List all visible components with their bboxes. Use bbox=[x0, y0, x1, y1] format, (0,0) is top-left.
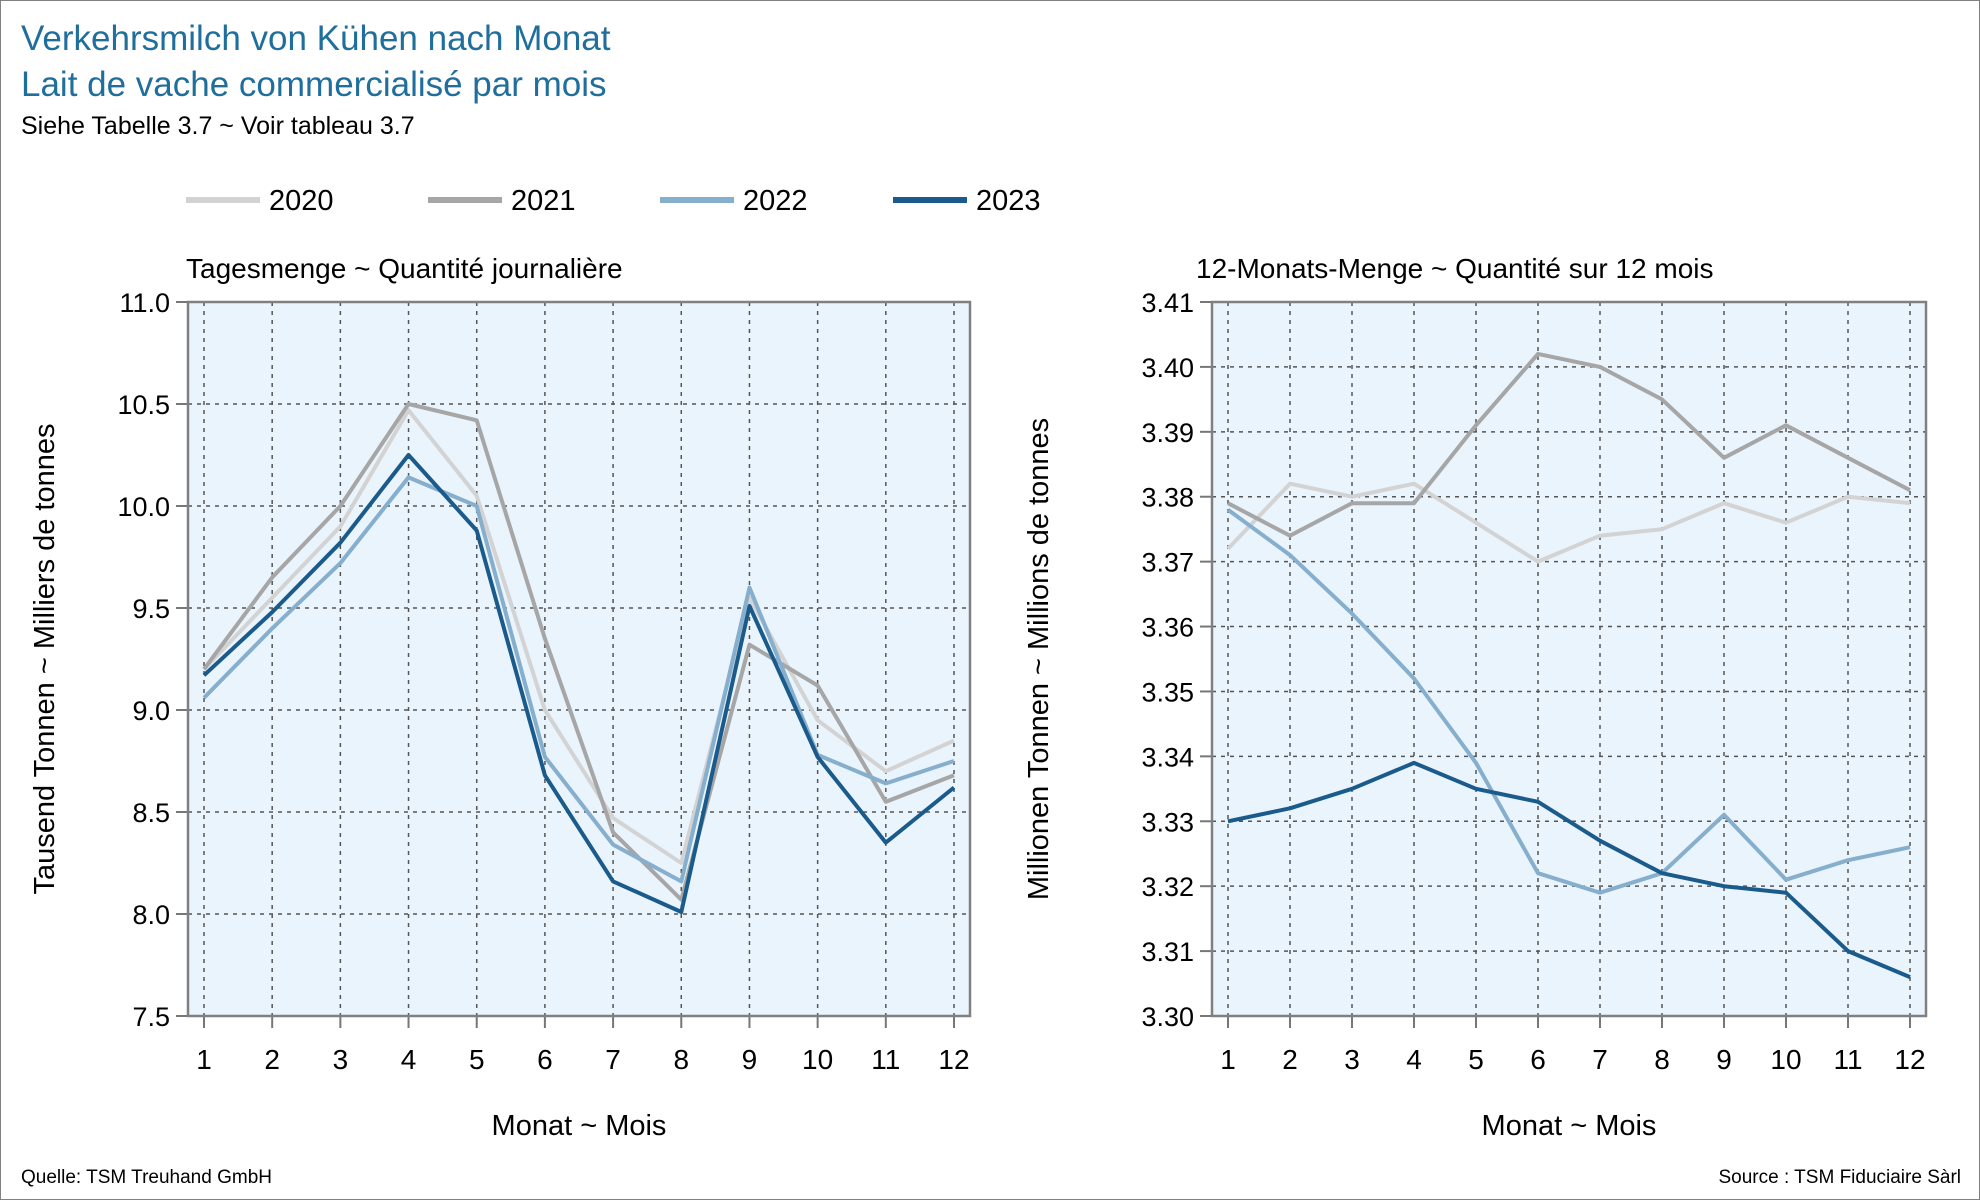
y-tick-label: 3.39 bbox=[1141, 418, 1194, 448]
panel-1-title: Tagesmenge ~ Quantité journalière bbox=[186, 253, 623, 284]
y-tick-label: 3.40 bbox=[1141, 353, 1194, 383]
y-tick-label: 3.33 bbox=[1141, 807, 1194, 837]
x-tick-label: 10 bbox=[1770, 1044, 1801, 1075]
y-tick-label: 3.30 bbox=[1141, 1002, 1194, 1032]
legend-label-2021: 2021 bbox=[511, 185, 576, 217]
x-tick-label: 2 bbox=[264, 1044, 280, 1075]
series-line-2022 bbox=[202, 475, 955, 884]
series-line-2021 bbox=[1227, 351, 1911, 538]
y-tick-label: 10.0 bbox=[117, 492, 170, 522]
source-fr: Source : TSM Fiduciaire Sàrl bbox=[1718, 1167, 1961, 1188]
x-tick-label: 5 bbox=[1468, 1044, 1484, 1075]
panel-1-border bbox=[186, 300, 972, 1018]
y-tick-label: 3.34 bbox=[1141, 742, 1194, 772]
x-tick-label: 11 bbox=[1833, 1044, 1862, 1075]
source-de: Quelle: TSM Treuhand GmbH bbox=[21, 1167, 272, 1188]
x-tick-label: 12 bbox=[1894, 1044, 1925, 1075]
x-tick-label: 7 bbox=[1592, 1044, 1608, 1075]
y-tick-label: 9.5 bbox=[132, 594, 170, 624]
series-line-2023 bbox=[202, 453, 956, 914]
x-tick-label: 3 bbox=[1344, 1044, 1360, 1075]
chart-title-fr: Lait de vache commercialisé par mois bbox=[21, 65, 607, 104]
x-tick-label: 9 bbox=[742, 1044, 758, 1075]
series-line-2023 bbox=[1227, 760, 1911, 979]
x-tick-label: 5 bbox=[469, 1044, 485, 1075]
panel-2-title: 12-Monats-Menge ~ Quantité sur 12 mois bbox=[1196, 253, 1713, 284]
x-tick-label: 4 bbox=[1406, 1044, 1422, 1075]
panel-2-border bbox=[1210, 300, 1928, 1018]
x-tick-label: 1 bbox=[196, 1044, 212, 1075]
panel-2-x-axis-label: Monat ~ Mois bbox=[1482, 1110, 1657, 1142]
x-tick-label: 8 bbox=[1654, 1044, 1670, 1075]
series-line-2022 bbox=[1226, 508, 1911, 895]
chart-title-de: Verkehrsmilch von Kühen nach Monat bbox=[21, 19, 611, 58]
legend-label-2023: 2023 bbox=[976, 185, 1041, 217]
panel-1-background bbox=[188, 302, 970, 1016]
y-tick-label: 3.38 bbox=[1141, 483, 1194, 513]
x-tick-label: 8 bbox=[673, 1044, 689, 1075]
y-tick-label: 10.5 bbox=[117, 390, 170, 420]
chart-subtitle: Siehe Tabelle 3.7 ~ Voir tableau 3.7 bbox=[21, 112, 415, 140]
y-tick-label: 3.37 bbox=[1141, 548, 1194, 578]
x-tick-label: 12 bbox=[938, 1044, 969, 1075]
panel-2-background bbox=[1212, 302, 1926, 1016]
y-tick-label: 3.31 bbox=[1141, 937, 1194, 967]
y-tick-label: 8.5 bbox=[132, 798, 170, 828]
series-line-2020 bbox=[1226, 481, 1911, 564]
y-tick-label: 7.5 bbox=[132, 1002, 170, 1032]
y-tick-label: 3.35 bbox=[1141, 677, 1194, 707]
x-tick-label: 3 bbox=[333, 1044, 349, 1075]
x-tick-label: 6 bbox=[1530, 1044, 1546, 1075]
x-tick-label: 6 bbox=[537, 1044, 553, 1075]
x-tick-label: 11 bbox=[871, 1044, 900, 1075]
panel-1-x-axis-label: Monat ~ Mois bbox=[492, 1110, 667, 1142]
y-tick-label: 11.0 bbox=[119, 288, 170, 318]
y-tick-label: 8.0 bbox=[132, 900, 170, 930]
x-tick-label: 2 bbox=[1282, 1044, 1298, 1075]
y-tick-label: 9.0 bbox=[132, 696, 170, 726]
series-line-2021 bbox=[202, 402, 955, 902]
x-tick-label: 9 bbox=[1716, 1044, 1732, 1075]
y-tick-label: 3.36 bbox=[1141, 613, 1194, 643]
legend-label-2020: 2020 bbox=[269, 185, 334, 217]
x-tick-label: 10 bbox=[802, 1044, 833, 1075]
x-tick-label: 4 bbox=[401, 1044, 417, 1075]
x-tick-label: 7 bbox=[605, 1044, 621, 1075]
x-tick-label: 1 bbox=[1220, 1044, 1236, 1075]
legend-label-2022: 2022 bbox=[743, 185, 808, 217]
series-line-2020 bbox=[202, 408, 955, 865]
y-tick-label: 3.41 bbox=[1141, 288, 1194, 318]
panel-1-y-axis-label: Tausend Tonnen ~ Milliers de tonnes bbox=[29, 423, 61, 894]
y-tick-label: 3.32 bbox=[1141, 872, 1194, 902]
panel-2-y-axis-label: Millionen Tonnen ~ Millions de tonnes bbox=[1023, 418, 1055, 900]
